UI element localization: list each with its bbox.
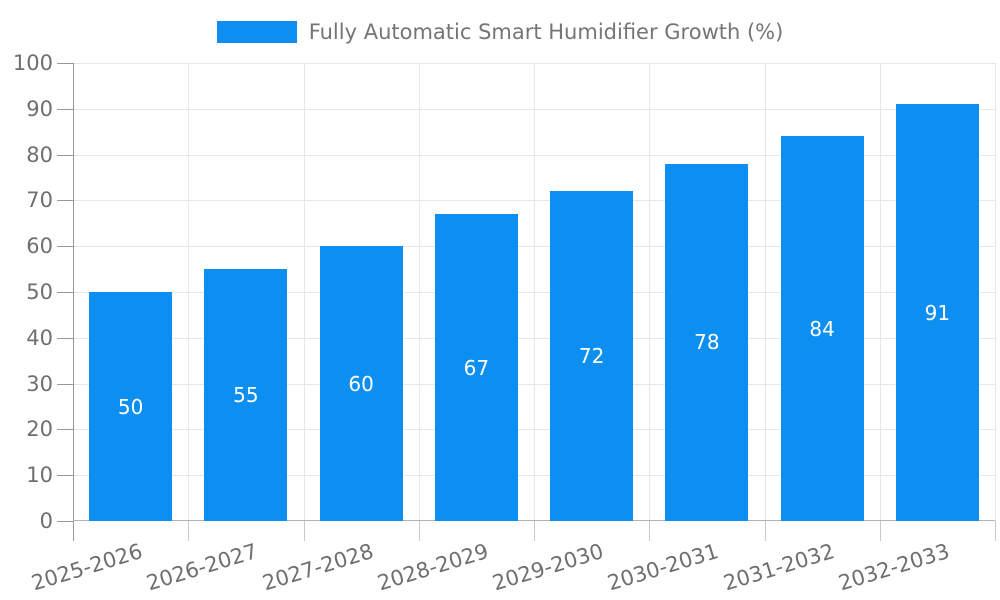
y-axis-tick-label: 90 [26, 96, 53, 121]
y-axis-labels: 0 10 20 30 40 50 60 70 80 90 100 [0, 51, 53, 533]
bar-value-label: 60 [348, 371, 374, 396]
x-axis-category-label: 2027-2028 [259, 539, 376, 596]
y-axis-tick-label: 100 [12, 51, 53, 75]
y-axis-tick-label: 20 [26, 417, 53, 442]
y-axis-tick-label: 30 [26, 371, 53, 396]
vertical-gridline [304, 63, 305, 521]
bar-value-label: 67 [463, 355, 490, 380]
bar-value-label: 55 [233, 383, 259, 408]
x-axis-category-label: 2028-2029 [374, 539, 492, 596]
bar[interactable] [550, 191, 634, 521]
legend[interactable]: Fully Automatic Smart Humidifier Growth … [0, 20, 1000, 44]
x-axis-category-label: 2032-2033 [835, 539, 953, 596]
x-axis-category-label: 2026-2027 [144, 539, 261, 596]
y-axis-tick-label: 70 [26, 188, 53, 213]
bar-value-label: 50 [117, 394, 144, 419]
vertical-gridline [534, 63, 535, 521]
y-axis-tick-label: 0 [39, 509, 53, 533]
x-axis-category-label: 2029-2030 [489, 539, 607, 596]
y-axis-tick [57, 521, 73, 522]
y-axis-tick [57, 292, 73, 293]
vertical-gridline [995, 63, 996, 521]
vertical-gridline [765, 63, 766, 521]
bar[interactable] [665, 163, 749, 521]
y-axis-tick-label: 10 [26, 463, 53, 488]
plot-area: 50 55 60 67 72 78 84 91 [57, 63, 996, 541]
x-axis-category-label: 2030-2031 [605, 539, 722, 596]
x-axis-category-label: 2025-2026 [28, 539, 146, 596]
bar[interactable] [319, 246, 403, 521]
bar[interactable] [204, 269, 288, 521]
y-axis-tick-label: 60 [26, 234, 53, 259]
y-axis-tick [57, 383, 73, 385]
y-axis-tick-label: 80 [26, 142, 53, 167]
y-axis-tick [57, 429, 73, 431]
y-axis-tick [57, 108, 73, 110]
x-axis-tick [880, 521, 881, 541]
y-axis-tick-label: 40 [26, 325, 53, 350]
bar-value-label: 78 [694, 330, 720, 355]
y-axis-tick [57, 475, 73, 477]
x-axis-tick [188, 521, 189, 541]
vertical-gridline [188, 63, 189, 521]
x-axis-category-label: 2031-2032 [720, 539, 837, 596]
bar[interactable] [89, 292, 173, 521]
bar[interactable] [434, 214, 518, 521]
y-axis-tick [57, 246, 73, 248]
bar-value-label: 72 [578, 344, 605, 369]
vertical-gridline [649, 63, 650, 521]
y-axis-tick-label: 50 [26, 280, 53, 304]
y-axis-tick [57, 337, 73, 339]
x-axis-tick [649, 521, 650, 541]
legend-label: Fully Automatic Smart Humidifier Growth … [308, 20, 784, 44]
x-axis-tick [419, 521, 420, 541]
y-axis-line [73, 63, 74, 521]
x-axis-tick [534, 521, 535, 541]
x-axis-line [73, 520, 995, 521]
x-axis-tick [73, 521, 74, 541]
legend-swatch-icon [216, 21, 297, 43]
y-axis-tick [57, 154, 73, 156]
bar-value-label: 84 [809, 316, 835, 341]
bar[interactable] [780, 136, 864, 521]
x-axis-tick [995, 521, 996, 541]
y-axis-tick [57, 63, 73, 64]
y-axis-tick [57, 200, 73, 202]
x-axis-tick [765, 521, 766, 541]
bar-value-label: 91 [924, 300, 951, 325]
vertical-gridline [880, 63, 881, 521]
vertical-gridline [419, 63, 420, 521]
x-axis-tick [304, 521, 305, 541]
bar[interactable] [895, 104, 979, 521]
